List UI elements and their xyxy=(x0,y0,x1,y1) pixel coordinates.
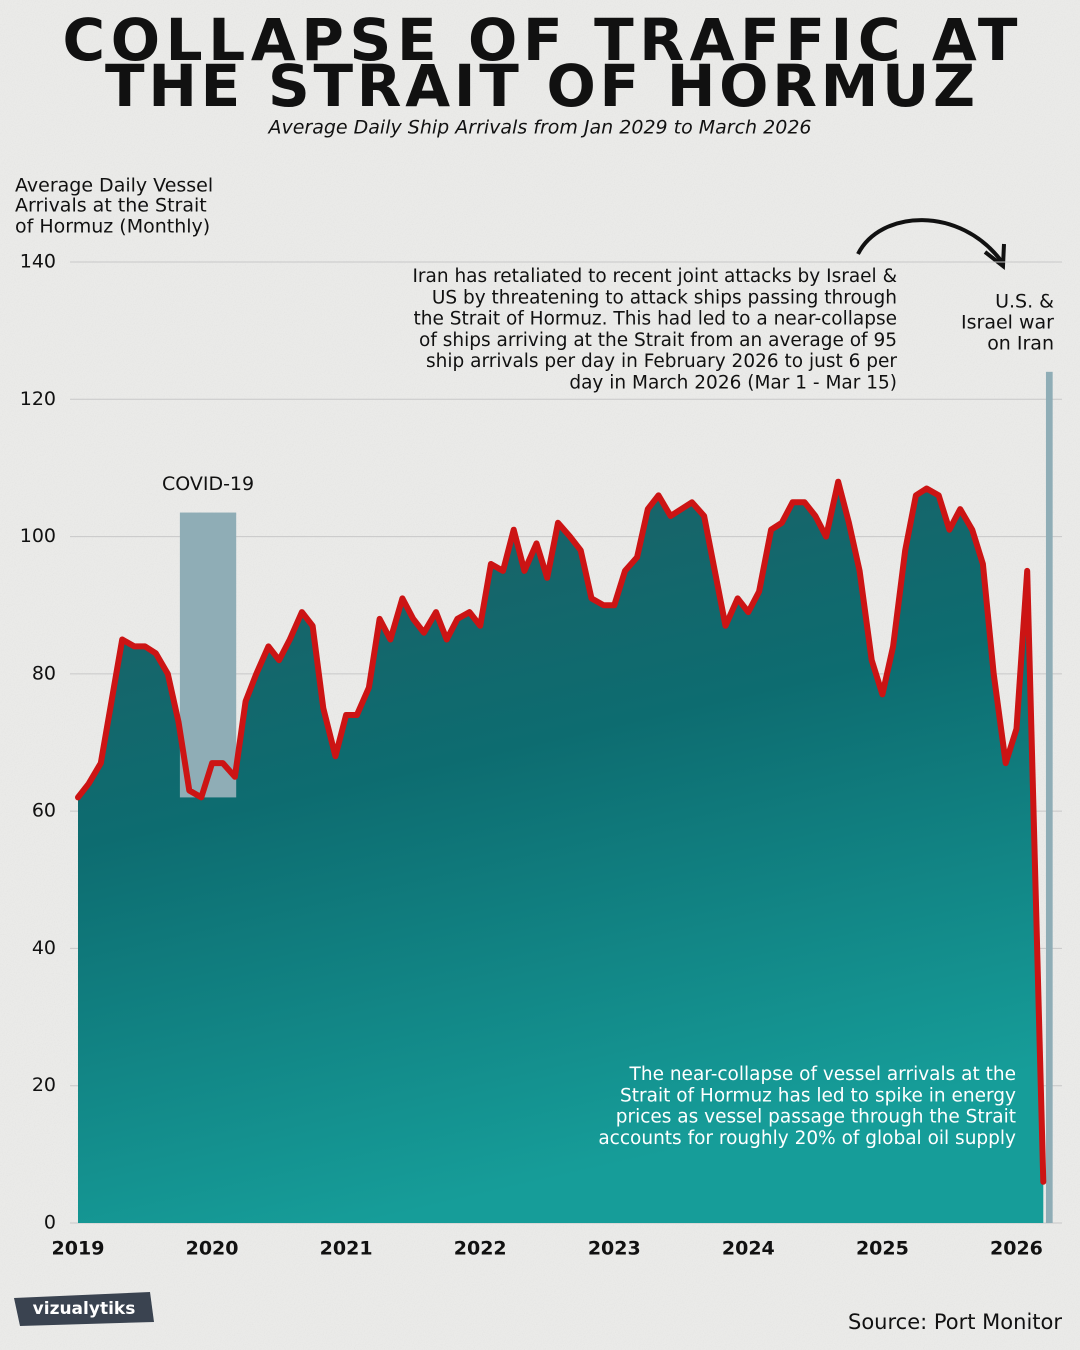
y-tick-label: 20 xyxy=(32,1074,56,1096)
subtitle: Average Daily Ship Arrivals from Jan 202… xyxy=(266,117,811,139)
x-tick-label: 2019 xyxy=(52,1238,105,1260)
y-tick-label: 120 xyxy=(20,388,56,410)
annotation: Strait of Hormuz has led to spike in ene… xyxy=(620,1085,1016,1106)
annotation: US by threatening to attack ships passin… xyxy=(432,287,897,308)
x-tick-label: 2020 xyxy=(186,1238,239,1260)
y-tick-label: 0 xyxy=(44,1212,56,1234)
axis-label: Average Daily Vessel xyxy=(15,175,213,197)
x-tick-label: 2026 xyxy=(990,1238,1043,1260)
highlight-band xyxy=(1045,371,1053,1223)
title: COLLAPSE OF TRAFFIC AT xyxy=(63,6,1018,74)
source: Source: Port Monitor xyxy=(848,1310,1062,1334)
y-tick-label: 80 xyxy=(32,662,56,684)
logo-bg xyxy=(14,1292,154,1326)
annotation: The near-collapse of vessel arrivals at … xyxy=(629,1064,1016,1085)
x-tick-label: 2025 xyxy=(856,1238,909,1260)
x-tick-label: 2024 xyxy=(722,1238,775,1260)
y-tick-label: 60 xyxy=(32,800,56,822)
x-tick-label: 2022 xyxy=(454,1238,507,1260)
highlight-label: Israel war xyxy=(961,311,1054,333)
line xyxy=(75,478,1047,1185)
axis-label: Arrivals at the Strait xyxy=(15,195,207,217)
y-tick-label: 40 xyxy=(32,937,56,959)
annotation: prices as vessel passage through the Str… xyxy=(616,1107,1016,1128)
highlight-band xyxy=(179,512,237,798)
annotation: of ships arriving at the Strait from an … xyxy=(419,330,897,351)
title: THE STRAIT OF HORMUZ xyxy=(105,52,975,120)
area-fill xyxy=(78,481,1044,1223)
logo: vizualytiks xyxy=(33,1299,136,1319)
x-tick-label: 2023 xyxy=(588,1238,641,1260)
highlight-label: on Iran xyxy=(987,332,1054,354)
y-tick-label: 140 xyxy=(20,251,56,273)
highlight-label: U.S. & xyxy=(995,290,1054,312)
x-tick-label: 2021 xyxy=(320,1238,373,1260)
highlight-label: COVID-19 xyxy=(162,473,254,495)
annotation: day in March 2026 (Mar 1 - Mar 15) xyxy=(569,373,897,394)
annotation: accounts for roughly 20% of global oil s… xyxy=(598,1128,1016,1149)
annotation: ship arrivals per day in February 2026 t… xyxy=(426,351,897,372)
y-tick-label: 100 xyxy=(20,525,56,547)
arrow xyxy=(856,218,1004,264)
plot: 0 20 40 60 80 100 120 140 2019 2020 2021 2022 2023 20… xyxy=(20,251,1062,1260)
annotation: the Strait of Hormuz. This had led to a … xyxy=(414,309,898,330)
arrow-head xyxy=(983,243,1006,270)
axis-label: of Hormuz (Monthly) xyxy=(15,216,210,238)
annotation: Iran has retaliated to recent joint atta… xyxy=(412,266,897,287)
